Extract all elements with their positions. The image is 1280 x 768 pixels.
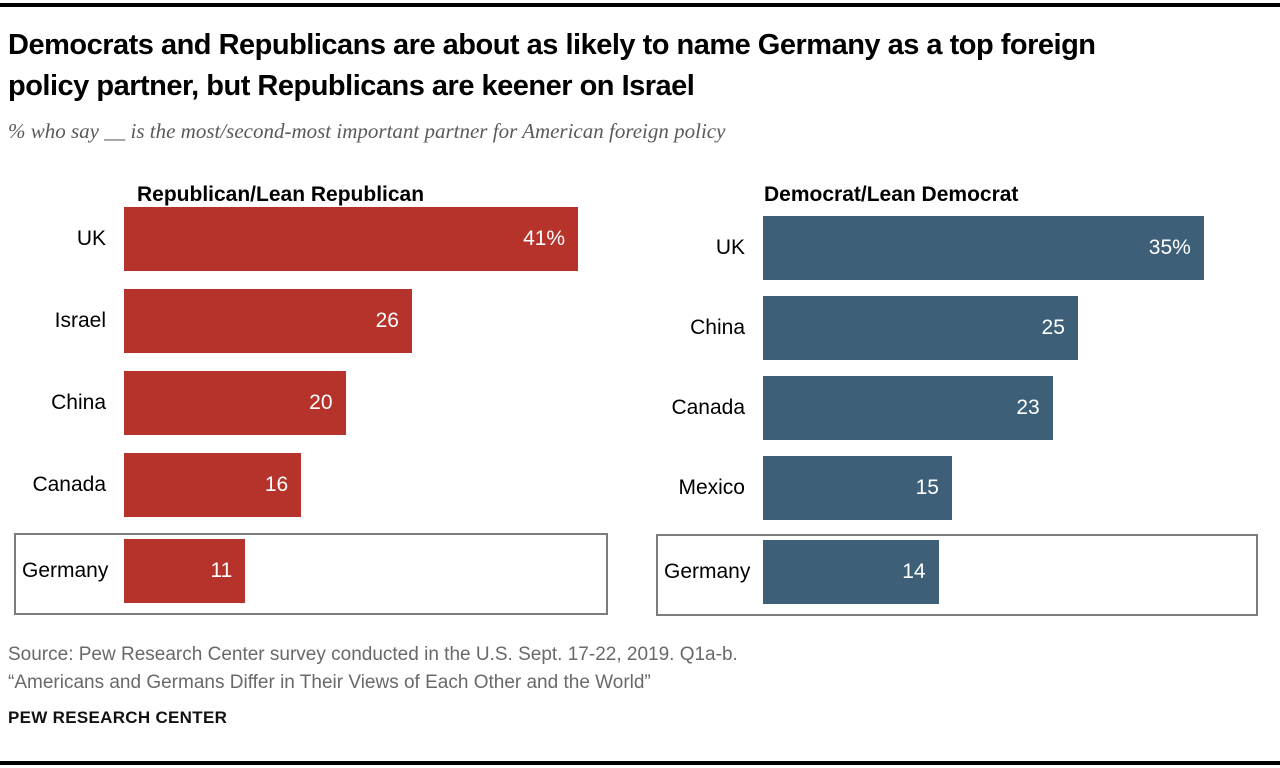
value-label: 20 (309, 391, 333, 414)
chart-democrat: Democrat/Lean Democrat UK 35% China 25 Canad… (656, 183, 1258, 616)
category-label: UK (76, 227, 106, 250)
bar: 35% (763, 216, 1204, 280)
bar: 25 (763, 296, 1078, 360)
bar-track: 23 (763, 376, 1258, 440)
value-label: 35% (1148, 236, 1191, 259)
source-note: Source: Pew Research Center survey condu… (8, 641, 738, 697)
chart-row: China 25 (656, 296, 1258, 360)
chart-row: UK 41% (14, 207, 608, 271)
chart-row: Israel 26 (14, 289, 608, 353)
bar-track: 16 (124, 453, 608, 517)
highlight-box: Germany 11 (14, 533, 608, 615)
chart-row: UK 35% (656, 216, 1258, 280)
value-label: 26 (375, 309, 399, 332)
page-title-line1: Democrats and Republicans are about as l… (8, 29, 1096, 61)
bar: 23 (763, 376, 1053, 440)
highlight-box: Germany 14 (656, 534, 1258, 616)
bar: 26 (124, 289, 412, 353)
bar-track: 20 (124, 371, 608, 435)
chart-republican-title: Republican/Lean Republican (137, 183, 425, 206)
category-label: UK (715, 236, 745, 259)
chart-row: Germany 11 (20, 539, 606, 603)
value-label: 25 (1041, 316, 1065, 339)
chart-row: Germany 14 (662, 540, 1256, 604)
page-title-line2: policy partner, but Republicans are keen… (8, 70, 695, 102)
pew-research-center-wordmark: PEW RESEARCH CENTER (8, 708, 228, 727)
chart-row: China 20 (14, 371, 608, 435)
source-line1: Source: Pew Research Center survey condu… (8, 644, 738, 665)
bar: 15 (763, 456, 952, 520)
bar-track: 15 (763, 456, 1258, 520)
value-label: 14 (902, 560, 926, 583)
chart-row: Canada 23 (656, 376, 1258, 440)
bottom-divider (0, 761, 1280, 765)
chart-row: Mexico 15 (656, 456, 1258, 520)
category-label: Mexico (678, 476, 745, 499)
bar-track: 11 (124, 539, 606, 603)
category-label: Germany (22, 559, 109, 582)
value-label: 15 (915, 476, 939, 499)
category-label: Canada (32, 473, 106, 496)
value-label: 23 (1016, 396, 1040, 419)
value-label: 41% (523, 227, 566, 250)
category-label: Canada (671, 396, 745, 419)
category-label: Germany (664, 560, 751, 583)
source-line2: “Americans and Germans Differ in Their V… (8, 672, 651, 693)
bar: 16 (124, 453, 302, 517)
page-title: Democrats and Republicans are about as l… (8, 25, 1096, 107)
bar: 41% (124, 207, 579, 271)
top-divider (0, 3, 1280, 7)
bar: 11 (124, 539, 246, 603)
bar-track: 25 (763, 296, 1258, 360)
chart-democrat-title: Democrat/Lean Democrat (764, 183, 1019, 206)
chart-row: Canada 16 (14, 453, 608, 517)
bar-track: 26 (124, 289, 608, 353)
bar-track: 14 (763, 540, 1256, 604)
category-label: China (690, 316, 745, 339)
bar: 14 (763, 540, 939, 604)
chart-republican: Republican/Lean Republican UK 41% Israel 26… (14, 183, 608, 615)
category-label: China (51, 391, 106, 414)
bar-track: 41% (124, 207, 608, 271)
bar: 20 (124, 371, 346, 435)
bar-track: 35% (763, 216, 1258, 280)
chart-subtitle: % who say __ is the most/second-most imp… (8, 119, 726, 143)
value-label: 11 (210, 559, 233, 582)
value-label: 16 (264, 473, 289, 496)
category-label: Israel (54, 309, 106, 332)
